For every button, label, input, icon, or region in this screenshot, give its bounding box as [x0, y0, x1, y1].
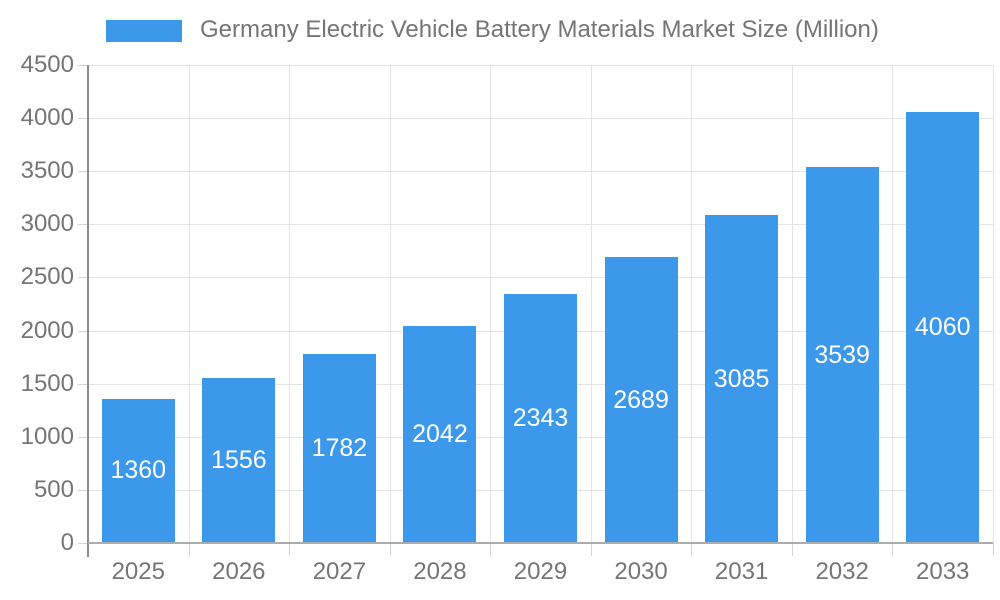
y-axis-tick-label: 4500	[20, 51, 74, 78]
x-axis-category-label: 2027	[312, 558, 367, 585]
bar-value-label: 3539	[814, 340, 870, 369]
y-axis-tick	[78, 330, 88, 332]
y-axis-tick	[78, 489, 88, 491]
legend-swatch[interactable]	[106, 20, 182, 42]
bar[interactable]: 3085	[705, 215, 779, 543]
gridline-vertical	[791, 65, 793, 543]
gridline-horizontal	[88, 118, 993, 120]
x-axis-category-label: 2028	[413, 558, 467, 585]
x-axis-tick	[993, 543, 994, 556]
bar-value-label: 1782	[311, 433, 368, 462]
y-axis-tick-label: 500	[33, 475, 74, 503]
bar-value-label: 2343	[512, 404, 569, 433]
y-axis-tick	[78, 383, 88, 385]
bar-value-label: 1556	[211, 445, 267, 474]
x-axis-category-label: 2031	[714, 558, 769, 585]
bar-value-label: 3085	[713, 364, 770, 393]
gridline-horizontal	[88, 224, 993, 226]
x-axis-tick	[389, 543, 391, 556]
x-axis-category-label: 2032	[815, 558, 869, 585]
bar[interactable]: 2689	[604, 257, 678, 543]
gridline-vertical	[188, 65, 190, 543]
gridline-vertical	[389, 65, 391, 543]
x-axis-category-label: 2026	[212, 558, 266, 585]
x-axis-tick	[490, 543, 492, 556]
y-axis-tick-label: 2500	[20, 263, 74, 291]
y-axis-tick	[78, 65, 88, 66]
y-axis-line	[87, 65, 89, 557]
legend-series-label[interactable]: Germany Electric Vehicle Battery Materia…	[200, 16, 879, 43]
x-axis-category-label: 2025	[111, 558, 165, 585]
y-axis-tick-label: 4000	[20, 104, 74, 132]
y-axis-tick	[78, 543, 88, 544]
y-axis-tick-label: 2000	[20, 316, 74, 344]
bar[interactable]: 1556	[202, 377, 276, 543]
x-axis-category-label: 2030	[614, 558, 668, 585]
y-axis-tick	[78, 118, 88, 120]
bar[interactable]: 2343	[504, 294, 577, 543]
gridline-vertical	[993, 65, 994, 543]
y-axis-tick	[78, 277, 88, 279]
bar-value-label: 2042	[412, 420, 468, 449]
y-axis-tick	[78, 436, 88, 438]
gridline-horizontal	[88, 65, 993, 66]
bar[interactable]: 4060	[906, 111, 980, 543]
x-axis-tick	[691, 543, 693, 556]
gridline-vertical	[289, 65, 291, 543]
y-axis-tick-label: 1500	[20, 369, 74, 397]
y-axis-tick-label: 1000	[20, 422, 74, 450]
y-axis-tick-label: 0	[60, 529, 74, 556]
gridline-horizontal	[88, 277, 993, 279]
bar[interactable]: 1360	[101, 398, 175, 543]
x-axis-tick	[892, 543, 894, 556]
gridline-horizontal	[88, 171, 993, 173]
x-axis-tick	[590, 543, 592, 556]
y-axis-tick-label: 3000	[20, 210, 74, 238]
gridline-vertical	[691, 65, 693, 543]
x-axis-line	[88, 542, 993, 544]
bar-value-label: 2689	[613, 385, 669, 414]
x-axis-category-label: 2029	[513, 558, 568, 585]
bar-value-label: 4060	[914, 312, 971, 341]
bar-value-label: 1360	[110, 456, 167, 485]
bar[interactable]: 1782	[302, 353, 376, 543]
gridline-vertical	[892, 65, 894, 543]
x-axis-tick	[791, 543, 793, 556]
y-axis-tick	[78, 171, 88, 173]
gridline-vertical	[590, 65, 592, 543]
y-axis-tick	[78, 224, 88, 226]
x-axis-tick	[289, 543, 291, 556]
x-axis-tick	[188, 543, 190, 556]
bar[interactable]: 2042	[403, 326, 477, 543]
bar[interactable]: 3539	[805, 167, 879, 543]
gridline-vertical	[490, 65, 492, 543]
y-axis-tick-label: 3500	[20, 157, 74, 185]
x-axis-category-label: 2033	[916, 558, 970, 585]
